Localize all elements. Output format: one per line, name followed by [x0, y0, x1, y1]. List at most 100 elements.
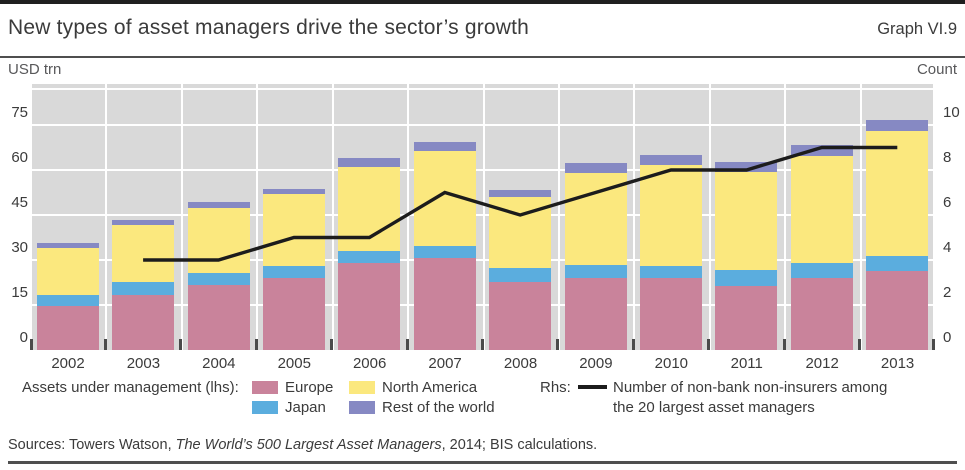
bar-segment-north-america — [187, 208, 250, 273]
gridline-vertical — [859, 84, 862, 350]
plot-area — [30, 84, 935, 350]
gridline-vertical — [557, 84, 560, 350]
right-axis-tick-label: 4 — [943, 239, 952, 256]
x-axis-year-label: 2003 — [126, 355, 161, 372]
x-axis-tick — [707, 339, 711, 350]
header-rule — [0, 56, 965, 58]
bar-segment-japan — [489, 268, 552, 282]
x-axis-tick — [858, 339, 862, 350]
legend-item-label: Japan — [285, 399, 326, 416]
bar-segment-europe — [489, 281, 552, 350]
line-series-swatch-icon — [578, 385, 607, 389]
bar-segment-europe — [866, 271, 929, 350]
x-axis-tick — [932, 339, 935, 350]
right-axis-tick-label: 8 — [943, 149, 952, 166]
right-axis-unit-label: Count — [916, 61, 957, 78]
legend-swatch-icon — [252, 401, 278, 414]
bar-segment-japan — [112, 282, 175, 295]
x-axis-year-label: 2010 — [654, 355, 689, 372]
bar-segment-europe — [413, 258, 476, 350]
x-axis-year-label: 2004 — [202, 355, 236, 372]
sources-suffix: , 2014; BIS calculations. — [441, 437, 598, 453]
legend-rhs-series-line2: the 20 largest asset managers — [613, 399, 815, 416]
bar-segment-europe — [36, 305, 99, 350]
legend-item-label: Europe — [285, 379, 334, 396]
bar-segment-europe — [715, 285, 778, 350]
bottom-rule — [8, 461, 957, 464]
legend-swatch-icon — [349, 381, 375, 394]
left-axis-tick-label: 15 — [11, 284, 28, 301]
bar-segment-north-america — [262, 194, 325, 267]
bar-segment-europe — [338, 263, 401, 350]
legend-lhs-title: Assets under management (lhs): — [22, 379, 239, 396]
bar-segment-north-america — [36, 247, 99, 296]
bar-segment-japan — [564, 264, 627, 279]
bar-segment-japan — [338, 250, 401, 264]
bar-segment-europe — [187, 284, 250, 350]
gridline-vertical — [633, 84, 636, 350]
bar-segment-japan — [413, 245, 476, 259]
x-axis-tick — [405, 339, 409, 350]
x-axis-year-label: 2006 — [352, 355, 387, 372]
x-axis-year-label: 2002 — [51, 355, 85, 372]
bar-segment-japan — [262, 266, 325, 278]
bar-segment-rest-of-the-world — [564, 163, 627, 174]
x-axis-tick — [179, 339, 183, 350]
left-axis-tick-label: 75 — [11, 104, 28, 121]
right-axis-tick-label: 2 — [943, 284, 952, 301]
bar-segment-rest-of-the-world — [489, 189, 552, 198]
bar-segment-japan — [790, 263, 853, 279]
gridline-vertical — [256, 84, 259, 350]
legend-rhs-title: Rhs: — [540, 379, 571, 396]
left-axis-tick-label: 45 — [11, 194, 28, 211]
sources-note: Sources: Towers Watson, The World’s 500 … — [8, 437, 597, 453]
bar-segment-rest-of-the-world — [715, 161, 778, 172]
x-axis-tick — [30, 339, 33, 350]
bar-segment-japan — [866, 256, 929, 272]
bar-segment-north-america — [866, 131, 929, 257]
bar-segment-rest-of-the-world — [338, 158, 401, 167]
page-title: New types of asset managers drive the se… — [8, 16, 530, 39]
left-axis-tick-label: 0 — [19, 329, 28, 346]
x-axis-year-label: 2009 — [579, 355, 613, 372]
sources-publication: The World’s 500 Largest Asset Managers — [175, 437, 442, 453]
gridline-vertical — [407, 84, 410, 350]
x-axis-year-label: 2007 — [428, 355, 462, 372]
x-axis-year-label: 2005 — [277, 355, 311, 372]
count-line-path — [143, 145, 898, 262]
legend-item-label: North America — [382, 379, 478, 396]
bar-segment-japan — [715, 269, 778, 286]
x-axis-year-label: 2012 — [805, 355, 839, 372]
sources-prefix: Sources: Towers Watson, — [8, 437, 176, 453]
bar-segment-rest-of-the-world — [640, 154, 703, 165]
bar-segment-rest-of-the-world — [790, 144, 853, 156]
bar-segment-europe — [112, 294, 175, 350]
bar-segment-north-america — [112, 225, 175, 283]
count-line — [143, 145, 898, 262]
x-axis-year-label: 2008 — [503, 355, 538, 372]
gridline-vertical — [482, 84, 485, 350]
bar-segment-north-america — [790, 155, 853, 264]
x-axis-year-label: 2013 — [880, 355, 915, 372]
bar-segment-rest-of-the-world — [112, 219, 175, 226]
left-axis-unit-label: USD trn — [8, 61, 62, 78]
bar-segment-japan — [187, 272, 250, 285]
gridline-vertical — [331, 84, 334, 350]
x-axis-tick — [782, 339, 786, 350]
bar-segment-rest-of-the-world — [413, 141, 476, 151]
bar-segment-europe — [564, 278, 627, 350]
x-axis-tick — [481, 339, 484, 350]
bar-segment-rest-of-the-world — [262, 188, 325, 195]
bar-segment-europe — [262, 277, 325, 350]
x-axis-tick — [103, 339, 107, 350]
bar-segment-rest-of-the-world — [36, 242, 99, 248]
legend-swatch-icon — [349, 401, 375, 414]
bar-segment-japan — [640, 265, 703, 279]
top-rule — [0, 0, 965, 4]
x-axis-tick — [556, 339, 560, 350]
right-axis-tick-label: 10 — [943, 104, 960, 121]
left-axis-tick-label: 60 — [11, 149, 28, 166]
gridline-vertical — [708, 84, 711, 350]
right-axis-tick-label: 6 — [943, 194, 952, 211]
